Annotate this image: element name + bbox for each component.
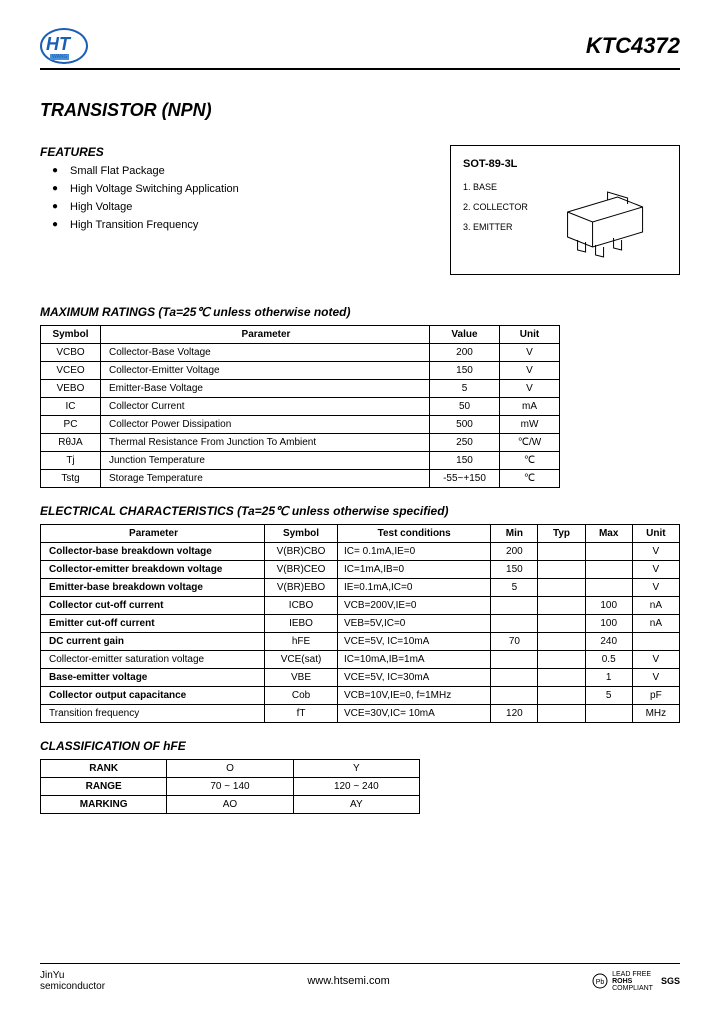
features-list: Small Flat Package High Voltage Switchin… [40, 165, 420, 231]
table-row: RANKOY [41, 760, 420, 778]
pin-label: 2. COLLECTOR [463, 202, 528, 212]
classification-heading: CLASSIFICATION OF hFE [40, 739, 680, 753]
features-heading: FEATURES [40, 145, 420, 159]
page-header: HT WANG KTC4372 [40, 28, 680, 70]
col-unit: Unit [500, 326, 560, 344]
table-row: Transition frequencyfTVCE=30V,IC= 10mA12… [41, 705, 680, 723]
table-row: ICCollector Current50mA [41, 398, 560, 416]
table-row: TjJunction Temperature150℃ [41, 452, 560, 470]
electrical-characteristics-table: Parameter Symbol Test conditions Min Typ… [40, 524, 680, 723]
company-logo: HT WANG [40, 28, 88, 64]
maximum-ratings-table: Symbol Parameter Value Unit VCBOCollecto… [40, 325, 560, 488]
table-row: Emitter-base breakdown voltageV(BR)EBOIE… [41, 579, 680, 597]
col-value: Value [430, 326, 500, 344]
electrical-heading: ELECTRICAL CHARACTERISTICS (Ta=25℃ unles… [40, 504, 680, 518]
table-row: RANGE70 ~ 140120 ~ 240 [41, 778, 420, 796]
feature-item: High Transition Frequency [52, 219, 420, 231]
table-header-row: Parameter Symbol Test conditions Min Typ… [41, 525, 680, 543]
feature-item: Small Flat Package [52, 165, 420, 177]
footer-certifications: Pb LEAD FREE ROHS COMPLIANT SGS [592, 971, 680, 992]
table-row: Collector output capacitanceCobVCB=10V,I… [41, 687, 680, 705]
page-title: TRANSISTOR (NPN) [40, 100, 680, 121]
table-row: VEBOEmitter-Base Voltage5V [41, 380, 560, 398]
package-title: SOT-89-3L [463, 158, 667, 170]
package-outline-icon [538, 182, 667, 262]
top-section: FEATURES Small Flat Package High Voltage… [40, 145, 680, 275]
table-row: Collector-emitter breakdown voltageV(BR)… [41, 561, 680, 579]
logo-main-text: HT [46, 34, 70, 55]
pin-list: 1. BASE 2. COLLECTOR 3. EMITTER [463, 182, 528, 262]
table-row: Collector cut-off currentICBOVCB=200V,IE… [41, 597, 680, 615]
table-row: VCEOCollector-Emitter Voltage150V [41, 362, 560, 380]
package-diagram-box: SOT-89-3L 1. BASE 2. COLLECTOR 3. EMITTE… [450, 145, 680, 275]
cert-sgs: SGS [661, 976, 680, 986]
col-symbol: Symbol [41, 326, 101, 344]
table-row: Base-emitter voltageVBEVCE=5V, IC=30mA1V [41, 669, 680, 687]
feature-item: High Voltage Switching Application [52, 183, 420, 195]
table-row: PCCollector Power Dissipation500mW [41, 416, 560, 434]
cert-badge-icon: Pb LEAD FREE ROHS COMPLIANT [592, 971, 653, 992]
features-block: FEATURES Small Flat Package High Voltage… [40, 145, 420, 275]
table-row: Collector-emitter saturation voltageVCE(… [41, 651, 680, 669]
table-row: Collector-base breakdown voltageV(BR)CBO… [41, 543, 680, 561]
table-row: TstgStorage Temperature-55~+150℃ [41, 470, 560, 488]
pin-label: 1. BASE [463, 182, 528, 192]
page-footer: JinYu semiconductor www.htsemi.com Pb LE… [40, 963, 680, 992]
table-header-row: Symbol Parameter Value Unit [41, 326, 560, 344]
feature-item: High Voltage [52, 201, 420, 213]
table-row: VCBOCollector-Base Voltage200V [41, 344, 560, 362]
pin-label: 3. EMITTER [463, 222, 528, 232]
table-row: DC current gainhFEVCE=5V, IC=10mA70240 [41, 633, 680, 651]
table-row: MARKINGAOAY [41, 796, 420, 814]
part-number: KTC4372 [586, 33, 680, 59]
svg-text:Pb: Pb [596, 979, 605, 986]
footer-company: JinYu semiconductor [40, 970, 105, 992]
table-row: Emitter cut-off currentIEBOVEB=5V,IC=010… [41, 615, 680, 633]
table-row: RθJAThermal Resistance From Junction To … [41, 434, 560, 452]
logo-sub-text: WANG [50, 54, 69, 60]
classification-table: RANKOY RANGE70 ~ 140120 ~ 240 MARKINGAOA… [40, 759, 420, 814]
footer-website: www.htsemi.com [307, 975, 390, 987]
col-parameter: Parameter [101, 326, 430, 344]
ratings-heading: MAXIMUM RATINGS (Ta=25℃ unless otherwise… [40, 305, 680, 319]
